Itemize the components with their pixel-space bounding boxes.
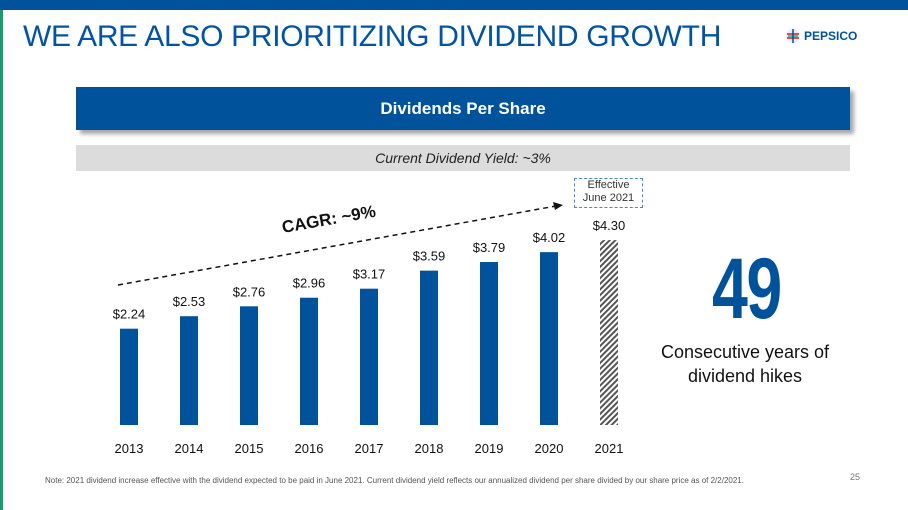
data-label-2015: $2.76 [233,284,266,299]
globe-icon [786,29,800,43]
consecutive-years-number: 49 [712,241,782,337]
effective-line2: June 2021 [582,192,635,204]
bar-2013 [120,328,138,425]
caption-line1: Consecutive years of [660,342,830,362]
bar-2018 [420,270,438,425]
data-label-2016: $2.96 [293,276,326,291]
left-edge-stripe [0,10,3,510]
year-label-2014: 2014 [175,441,204,456]
data-label-2021: $4.30 [593,218,626,233]
pepsico-logo: PEPSICO [785,27,857,45]
year-label-2021: 2021 [595,441,624,456]
effective-line1: Effective [587,179,630,191]
data-label-2017: $3.17 [353,267,386,282]
bar-2016 [300,297,318,425]
year-label-2017: 2017 [355,441,384,456]
bar-2017 [360,288,378,425]
data-label-2020: $4.02 [533,230,566,245]
data-label-2013: $2.24 [113,307,146,322]
data-label-2018: $3.59 [413,249,446,264]
arrow-head [553,202,563,210]
year-label-2016: 2016 [295,441,324,456]
bar-2014 [180,316,198,425]
consecutive-caption: Consecutive years of dividend hikes [660,340,830,388]
slide-title: WE ARE ALSO PRIORITIZING DIVIDEND GROWTH [23,20,722,53]
cagr-trend-arrow [117,205,557,286]
page-number: 25 [850,472,861,482]
bar-2019 [480,262,498,425]
bar-2020 [540,252,558,425]
year-label-2015: 2015 [235,441,264,456]
bar-2015 [240,306,258,425]
caption-line2: dividend hikes [687,366,803,386]
chart-banner: Dividends Per Share [76,87,850,130]
year-label-2020: 2020 [535,441,564,456]
cagr-label: CAGR: ~9% [280,202,377,237]
data-label-2019: $3.79 [473,240,506,255]
year-label-2019: 2019 [475,441,504,456]
data-label-2014: $2.53 [173,294,206,309]
year-label-2013: 2013 [115,441,144,456]
year-label-2018: 2018 [415,441,444,456]
footnote: Note: 2021 dividend increase effective w… [45,476,744,485]
top-bar [0,0,908,10]
dividend-yield-band: Current Dividend Yield: ~3% [76,145,850,171]
effective-callout: Effective June 2021 [574,178,643,208]
logo-text: PEPSICO [804,29,858,43]
bar-2021 [600,240,618,425]
